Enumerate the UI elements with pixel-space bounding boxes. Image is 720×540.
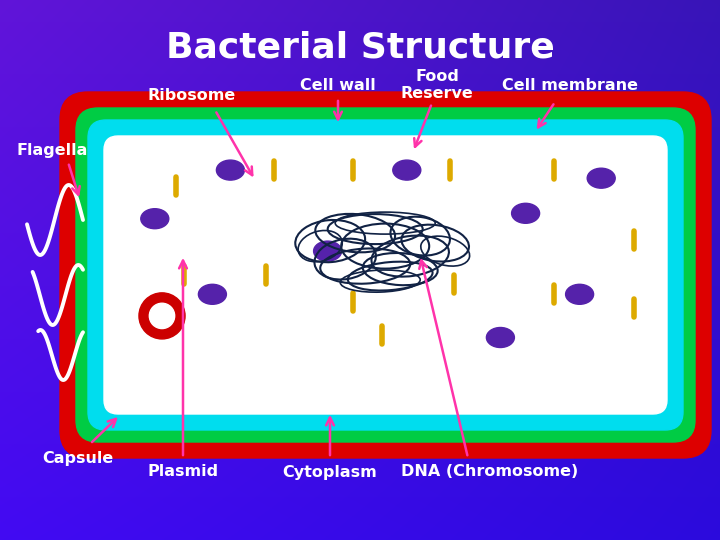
Ellipse shape: [314, 241, 341, 261]
Ellipse shape: [141, 208, 168, 229]
Text: Plasmid: Plasmid: [148, 464, 219, 480]
Text: DNA (Chromosome): DNA (Chromosome): [401, 464, 579, 480]
FancyBboxPatch shape: [76, 108, 695, 442]
Circle shape: [139, 293, 185, 339]
Text: Cell wall: Cell wall: [300, 78, 376, 92]
Ellipse shape: [393, 160, 420, 180]
Ellipse shape: [217, 160, 244, 180]
Text: Flagella: Flagella: [17, 143, 88, 158]
Ellipse shape: [199, 284, 226, 305]
Ellipse shape: [512, 203, 539, 224]
Text: Bacterial Structure: Bacterial Structure: [166, 30, 554, 64]
Ellipse shape: [566, 284, 593, 305]
Text: Cytoplasm: Cytoplasm: [283, 464, 377, 480]
Text: Cell membrane: Cell membrane: [502, 78, 638, 92]
FancyBboxPatch shape: [60, 92, 711, 458]
Circle shape: [149, 303, 175, 328]
Text: Capsule: Capsule: [42, 450, 114, 465]
Ellipse shape: [487, 327, 514, 348]
FancyBboxPatch shape: [104, 136, 667, 414]
Ellipse shape: [588, 168, 615, 188]
Text: Ribosome: Ribosome: [148, 87, 236, 103]
FancyBboxPatch shape: [88, 120, 683, 430]
Text: Food
Reserve: Food Reserve: [400, 69, 473, 101]
